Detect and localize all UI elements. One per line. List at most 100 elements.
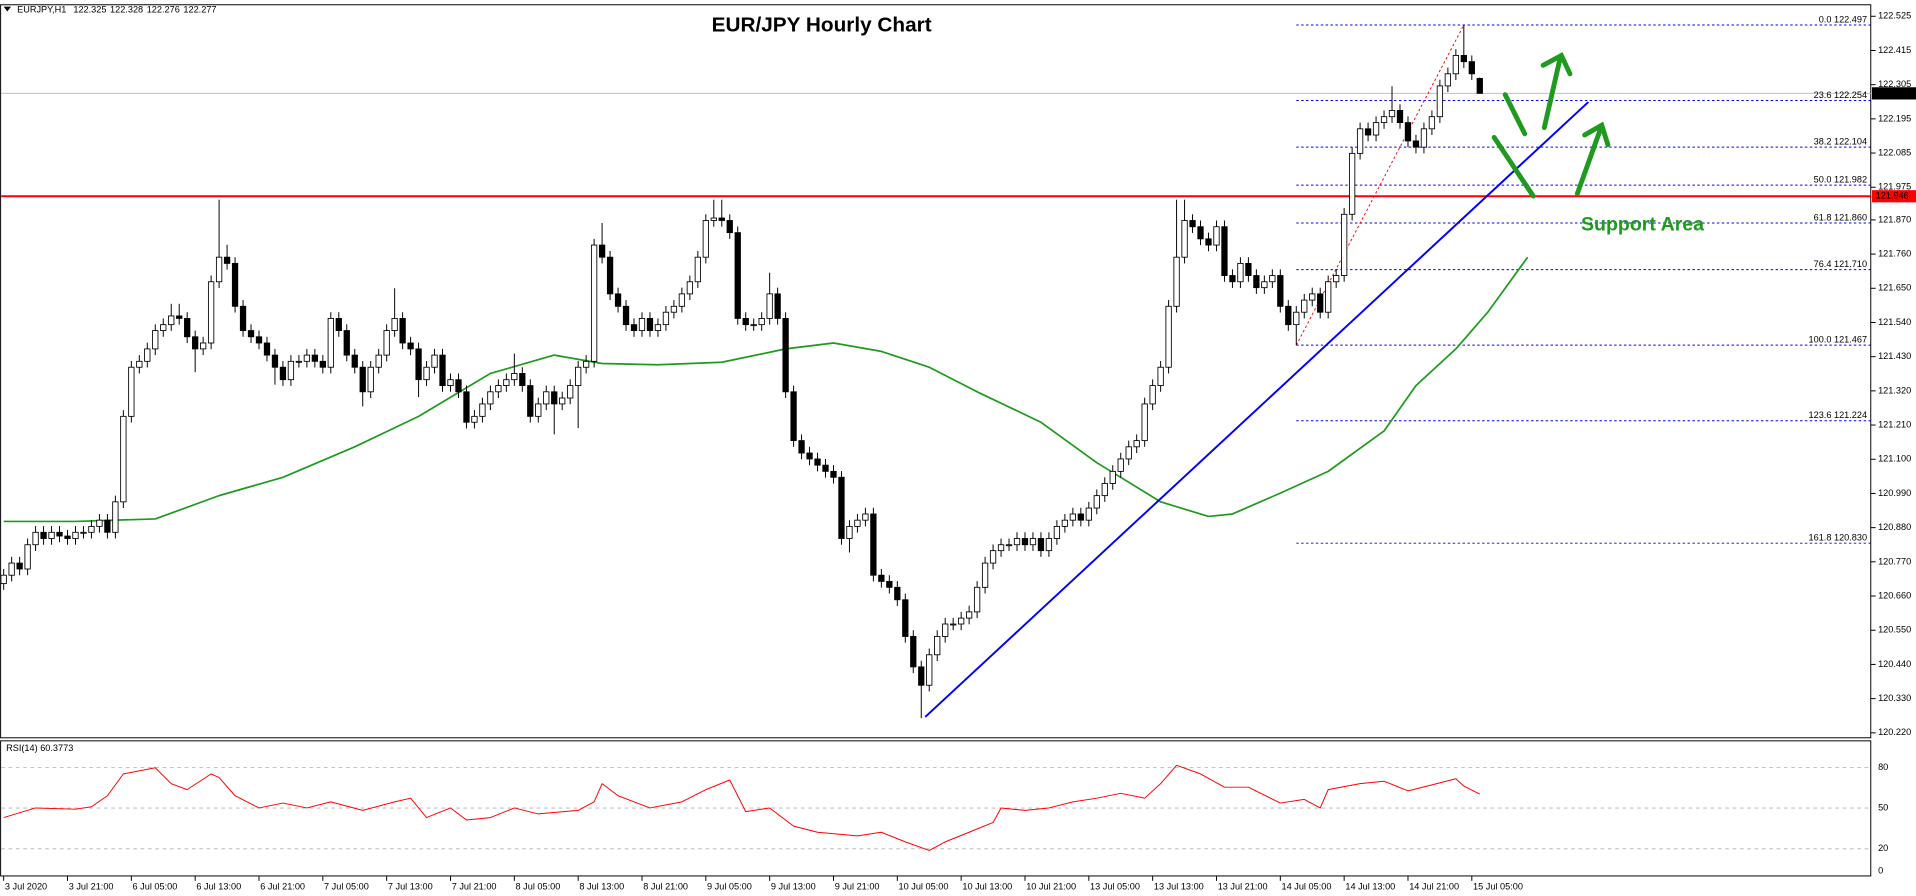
candle-body [1245,262,1252,276]
candle-body [311,354,318,362]
candle-body [383,330,390,356]
candle-body [1261,281,1268,289]
candle-body [1133,440,1140,448]
candle-body [1388,110,1396,118]
candle-body [638,318,646,331]
candle-body [814,458,821,466]
candle-body [942,623,949,637]
x-tick-label: 9 Jul 13:00 [771,881,816,891]
resistance-tag [1871,190,1916,203]
candle-body [1101,483,1108,497]
candle-body [1029,538,1037,546]
candle-body [295,360,303,363]
y-tick-label: 121.650 [1878,283,1911,293]
rsi-tick-label: 80 [1878,762,1888,772]
candle-body [192,336,199,350]
candle-body [1197,226,1204,240]
candle-body [989,550,997,564]
fib-level-label: 23.6 122.254 [1814,90,1867,100]
candle-body [1165,305,1172,368]
candle-body [1293,311,1300,326]
x-tick-label: 7 Jul 21:00 [452,881,497,891]
candle-body [654,324,662,331]
candle-body [710,217,717,221]
rsi-tick-label: 20 [1878,843,1888,853]
fib-level-label: 50.0 121.982 [1814,175,1867,185]
candle-body [207,281,215,344]
candle-body [958,617,965,625]
menu-triangle[interactable] [3,6,12,12]
candle-body [950,623,957,626]
fib-anchor-line [1295,24,1465,346]
candle-body [176,315,183,319]
candle-body [614,293,622,307]
candle-body [168,315,175,326]
last-price-tag-label: 122.277 [1876,88,1909,98]
candle-body [1085,507,1092,521]
y-tick-label: 122.415 [1878,45,1911,55]
candle-body [1372,122,1380,136]
rsi-panel-border [0,740,1872,877]
candle-body [854,519,861,527]
candle-body [965,611,973,619]
symbol-label: EURJPY,H1 [17,5,66,15]
y-tick-label: 121.100 [1878,454,1911,464]
candle-body [1269,275,1276,283]
rsi-tick-label: 50 [1878,803,1888,813]
candle-body [263,342,271,356]
y-tick-label: 121.320 [1878,385,1911,395]
candle-body [112,501,119,533]
candle-body [1436,85,1444,118]
candle-body [431,354,438,368]
candle-body [1117,458,1124,472]
candle-body [415,348,422,381]
candle-body [670,305,678,313]
fib-level-label: 76.4 121.710 [1814,259,1867,269]
x-tick-label: 7 Jul 05:00 [324,881,369,891]
candle-body [120,415,127,503]
candle-body [1341,213,1348,276]
candle-body [223,256,231,264]
candle-body [878,574,885,582]
candle-body [335,318,342,331]
candle-body [1149,385,1156,405]
candle-body [56,531,63,537]
candle-body [200,342,207,350]
candle-body [399,318,406,344]
candle-body [160,324,167,331]
candle-body [1181,220,1188,258]
candle-body [606,256,614,295]
candle-body [559,397,566,405]
x-tick-label: 14 Jul 05:00 [1282,881,1332,891]
candle-body [367,366,374,393]
x-tick-label: 13 Jul 05:00 [1090,881,1140,891]
candle-body [1125,446,1132,460]
y-tick-label: 120.330 [1878,693,1911,703]
candle-body [527,385,534,417]
candle-body [822,464,829,472]
arrow-head [1540,52,1573,77]
candle-body [215,256,223,283]
candle-body [694,256,701,283]
candle-body [479,403,486,417]
candle-body [351,354,358,368]
candle-body [1189,220,1196,228]
header-high: 122.328 [110,5,143,15]
y-tick-label: 120.660 [1878,590,1911,600]
candle-body [718,217,725,221]
candle-body [487,391,494,405]
candle-body [1325,281,1332,313]
candle-body [543,391,550,405]
candle-body [806,452,813,460]
arrows [1491,52,1611,199]
rsi-label: RSI(14) 60.3773 [6,743,73,753]
y-tick-label: 122.195 [1878,113,1911,123]
plot-layer: 122.525 122.415 122.305 122.195 122.085 121.9… [0,11,1916,891]
header-open: 122.325 [73,5,106,15]
x-tick-label: 6 Jul 21:00 [260,881,305,891]
candle-body [686,281,694,295]
candle-body [495,385,502,393]
fib-level-label: 61.8 121.860 [1814,213,1867,223]
candle-body [0,574,7,585]
